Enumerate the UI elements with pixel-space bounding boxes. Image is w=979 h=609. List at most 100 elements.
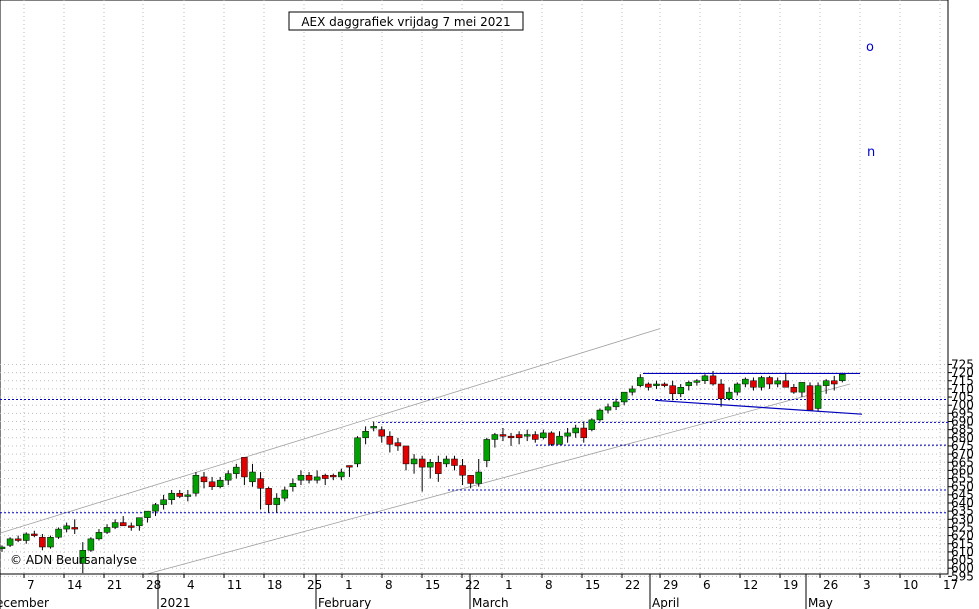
y-tick-label: 655 <box>951 472 974 486</box>
candle-body <box>693 380 701 383</box>
candle-body <box>548 432 555 445</box>
candle-body <box>233 466 240 474</box>
candle-body <box>426 462 434 468</box>
trend-channel-upper <box>0 328 661 534</box>
y-tick-label: 660 <box>951 463 974 477</box>
candle-body <box>111 522 119 528</box>
x-tick-label: 25 <box>307 578 322 592</box>
pattern-lines <box>643 372 863 415</box>
candle-body <box>790 387 798 393</box>
candle-body <box>717 383 725 399</box>
candle-body <box>386 435 394 445</box>
candle-body <box>176 492 184 497</box>
candle-body <box>532 434 539 440</box>
x-tick-label: 10 <box>903 578 918 592</box>
candle-body <box>677 387 684 395</box>
candle-body <box>55 528 62 538</box>
month-label: March <box>472 596 509 609</box>
candle-body <box>588 419 596 430</box>
candle-body <box>645 383 652 388</box>
candle-body <box>839 373 846 382</box>
candle-body <box>499 434 507 437</box>
month-label: April <box>652 596 679 609</box>
candle-body <box>87 538 95 551</box>
candle-body <box>39 536 46 548</box>
candle-body <box>79 550 87 564</box>
candle-body <box>249 471 256 483</box>
candle-body <box>144 510 151 518</box>
x-tick-label: 21 <box>107 578 122 592</box>
candle-body <box>685 382 693 386</box>
candle-body <box>435 462 442 474</box>
y-tick-label: 630 <box>951 512 974 526</box>
candle-body <box>63 525 70 530</box>
month-label: May <box>808 596 833 609</box>
candle-body <box>0 546 6 549</box>
candle-body <box>378 429 386 437</box>
x-axis: 7 14 21 28 4 11 18 25 1 8 15 22 1 8 15 22 29 6 12 19 26 3 10 17… <box>0 573 958 609</box>
candle-body <box>22 533 30 541</box>
candle-body <box>604 406 612 411</box>
month-label: 2021 <box>160 596 191 609</box>
candle-body <box>628 388 636 393</box>
candle-body <box>467 475 474 484</box>
candle-body <box>750 380 757 388</box>
candle-body <box>701 375 709 381</box>
candle-body <box>418 458 426 468</box>
candle-body <box>297 475 305 481</box>
x-tick-label: 7 <box>27 578 35 592</box>
candle-body <box>128 525 135 528</box>
candle-body <box>806 385 814 411</box>
y-tick-label: 710 <box>951 382 974 396</box>
candle-body <box>814 385 822 409</box>
candle-body <box>103 527 111 533</box>
candle-body <box>491 434 499 440</box>
candle-body <box>572 427 579 434</box>
candle-body <box>596 409 604 421</box>
y-tick-label: 600 <box>951 561 974 575</box>
x-tick-label: 29 <box>663 578 678 592</box>
candle-body <box>257 478 264 489</box>
y-tick-label: 715 <box>951 374 974 388</box>
y-tick-label: 690 <box>951 415 974 429</box>
trend-channel <box>0 328 851 575</box>
title-box <box>288 11 524 31</box>
candle-body <box>709 375 717 385</box>
pattern-line-n <box>654 399 863 415</box>
candle-body <box>766 377 773 385</box>
candle-body <box>661 383 668 386</box>
support-resistance-levels <box>0 398 948 514</box>
candle-body <box>168 492 175 500</box>
x-tick-label: 11 <box>227 578 242 592</box>
copyright-note: © ADN Beursanalyse <box>10 553 137 567</box>
candle-body <box>443 458 450 465</box>
candle-body <box>612 401 620 408</box>
y-tick-label: 610 <box>951 545 974 559</box>
y-axis: 5956006056106156206256306356406456506556… <box>948 357 974 583</box>
y-tick-label: 605 <box>951 553 974 567</box>
candle-body <box>725 391 733 399</box>
candle-body <box>338 471 345 478</box>
label-n: n <box>867 145 875 160</box>
candle-body <box>540 432 547 439</box>
month-label: ecember <box>0 596 49 609</box>
candle-body <box>774 380 781 385</box>
x-tick-label: 19 <box>783 578 798 592</box>
plot-background <box>0 0 949 575</box>
x-tick-label: 22 <box>625 578 640 592</box>
trend-channel-lower <box>146 383 851 575</box>
candle-body <box>313 476 321 481</box>
x-tick-label: 4 <box>187 578 195 592</box>
candle-body <box>305 475 313 481</box>
candle-body <box>184 494 192 497</box>
y-tick-label: 705 <box>951 390 974 404</box>
candle-body <box>47 536 54 548</box>
candle-body <box>289 483 297 487</box>
candle-body <box>523 434 531 437</box>
y-tick-label: 595 <box>951 569 974 583</box>
candle-body <box>71 527 78 530</box>
x-tick-label: 15 <box>425 578 440 592</box>
candle-body <box>758 377 765 388</box>
candle-body <box>14 538 22 541</box>
